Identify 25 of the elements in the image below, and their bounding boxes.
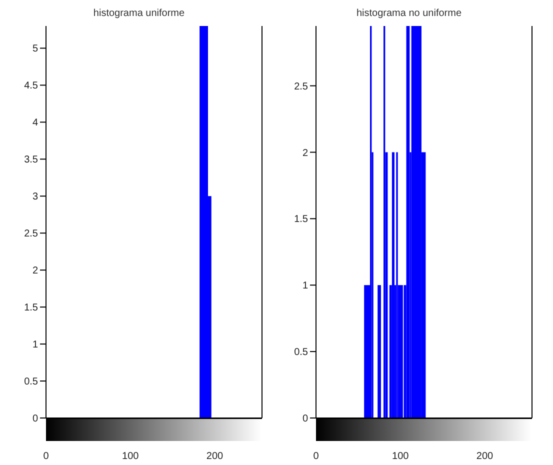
y-tick-label: 2 (302, 148, 308, 159)
y-tick-label: 3.5 (24, 154, 38, 166)
chart-title: histograma no uniforme (355, 8, 463, 21)
x-tick-label: 100 (122, 451, 140, 462)
x-tick-label: 100 (392, 451, 410, 462)
x-tick-label: 0 (43, 451, 50, 462)
y-tick-label: 2 (32, 266, 38, 277)
y-tick-label: 1.5 (294, 214, 308, 226)
y-tick-label: 2.5 (294, 81, 308, 92)
y-tick-label: 0.5 (24, 376, 38, 388)
y-tick-label: 0 (32, 414, 38, 425)
y-tick-label: 5 (32, 44, 38, 55)
y-tick-label: 1.5 (24, 302, 38, 314)
y-tick-label: 3 (32, 192, 38, 203)
y-tick-label: 4 (32, 118, 38, 129)
x-tick-label: 200 (206, 451, 224, 462)
y-tick-label: 4.5 (24, 80, 38, 92)
x-tick-label: 0 (313, 451, 320, 462)
y-tick-label: 1 (32, 340, 38, 351)
x-tick-label: 200 (476, 451, 494, 462)
y-tick-label: 1 (302, 280, 308, 292)
chart-title: histograma uniforme (92, 8, 186, 21)
y-tick-label: 0 (302, 414, 308, 425)
y-tick-label: 2.5 (24, 228, 38, 240)
y-tick-label: 0.5 (294, 347, 308, 358)
